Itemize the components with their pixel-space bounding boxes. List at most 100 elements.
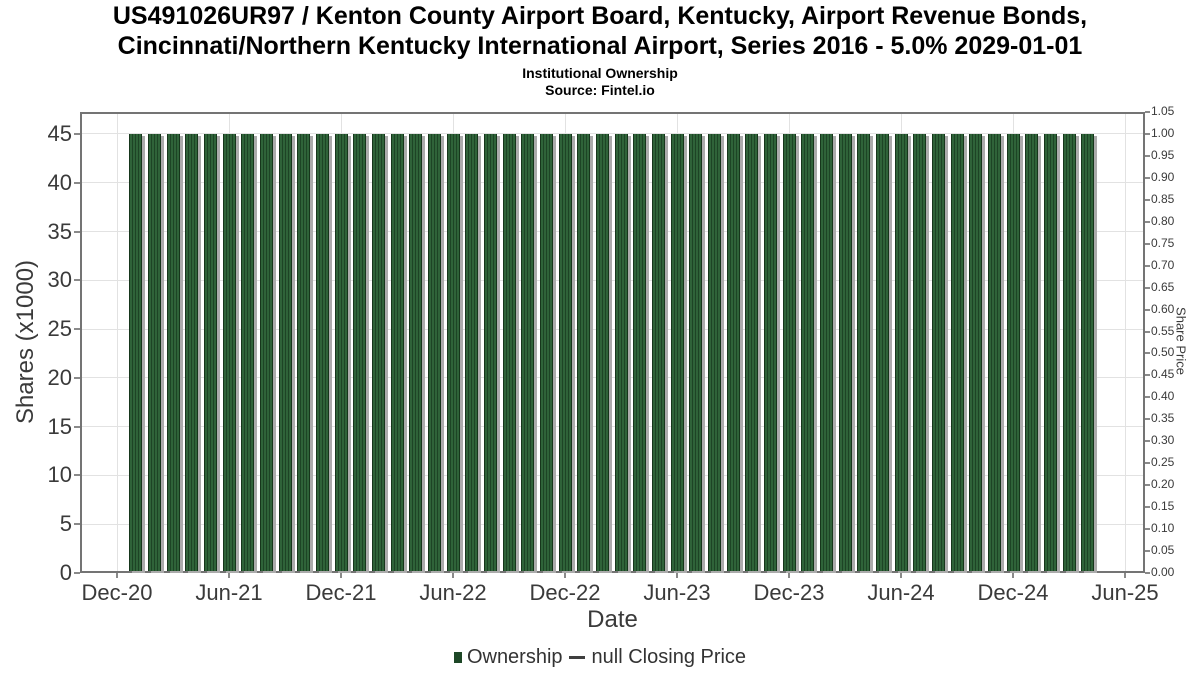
x-tick-label: Jun-21 — [195, 580, 263, 605]
y-left-tick-mark — [74, 230, 80, 233]
ownership-bar — [745, 133, 759, 571]
y-right-tick-label: 0.55 — [1151, 323, 1175, 338]
y-right-tick-label: 1.00 — [1151, 125, 1175, 140]
x-tick-mark — [1124, 573, 1127, 578]
ownership-bar — [670, 133, 684, 571]
y-left-tick-label: 20 — [47, 364, 72, 390]
x-tick-mark — [900, 573, 902, 578]
y-right-tick-label: 0.60 — [1151, 301, 1175, 316]
ownership-bar — [801, 133, 815, 571]
y-right-tick-mark — [1145, 308, 1150, 311]
y-right-tick-mark — [1145, 462, 1150, 465]
ownership-bar — [913, 133, 927, 571]
y-right-tick-label: 0.30 — [1151, 433, 1175, 448]
y-right-tick-label: 0.05 — [1151, 543, 1175, 558]
ownership-bar — [1025, 133, 1039, 571]
ownership-bar — [222, 133, 236, 571]
ownership-bar — [857, 133, 871, 571]
y-left-tick-mark — [74, 572, 80, 574]
h-gridline — [82, 231, 1143, 233]
legend-line-marker-icon — [568, 655, 585, 659]
y-right-tick-mark — [1145, 352, 1150, 355]
x-tick-label: Dec-24 — [977, 580, 1049, 605]
ownership-bar — [166, 133, 180, 571]
y-right-tick-label: 0.35 — [1151, 411, 1175, 426]
legend-ownership-swatch-icon — [453, 651, 462, 663]
ownership-bar — [539, 133, 553, 571]
y-left-tick-label: 45 — [47, 120, 72, 146]
y-right-tick-mark — [1145, 220, 1150, 223]
ownership-bar — [577, 133, 591, 571]
y-right-tick-label: 0.45 — [1151, 367, 1175, 382]
y-right-tick-mark — [1145, 111, 1150, 113]
y-left-tick-label: 10 — [47, 462, 72, 488]
y-right-tick-mark — [1145, 242, 1150, 245]
y-right-tick-label: 0.90 — [1151, 169, 1175, 184]
ownership-bar — [521, 133, 535, 571]
y-left-tick-label: 35 — [47, 218, 72, 244]
ownership-bar — [353, 133, 367, 571]
x-axis-title: Date — [587, 606, 638, 633]
ownership-bar — [502, 133, 516, 571]
x-tick-mark — [340, 573, 342, 578]
y-right-tick-label: 0.20 — [1151, 477, 1175, 492]
ownership-bar — [334, 133, 348, 571]
x-tick-label: Jun-24 — [867, 580, 935, 605]
y-right-tick-mark — [1145, 132, 1150, 135]
y-right-tick-label: 0.65 — [1151, 279, 1175, 294]
ownership-bar — [1043, 133, 1057, 571]
y-right-tick-mark — [1145, 528, 1150, 531]
legend-ownership-label: Ownership — [466, 645, 563, 668]
chart-title-line-1: US491026UR97 / Kenton County Airport Boa… — [112, 2, 1088, 30]
ownership-bar — [595, 133, 609, 571]
ownership-bar — [838, 133, 852, 571]
ownership-bar — [129, 133, 143, 571]
x-tick-label: Dec-20 — [81, 580, 153, 605]
y-right-tick-mark — [1145, 330, 1150, 333]
x-tick-label: Dec-21 — [305, 580, 377, 605]
y-right-tick-mark — [1145, 176, 1150, 179]
ownership-bar — [689, 133, 703, 571]
ownership-bar — [633, 133, 647, 571]
chart-title-line-2: Cincinnati/Northern Kentucky Internation… — [117, 32, 1083, 60]
x-tick-label: Jun-23 — [643, 580, 711, 605]
ownership-bar — [707, 133, 721, 571]
y-right-tick-label: 0.75 — [1151, 235, 1175, 250]
ownership-bar — [390, 133, 404, 571]
y-right-tick-label: 0.80 — [1151, 213, 1175, 228]
y-left-tick-mark — [74, 132, 80, 135]
y-left-tick-label: 0 — [59, 560, 72, 585]
x-tick-mark — [452, 573, 454, 578]
x-tick-label: Dec-23 — [753, 580, 825, 605]
h-gridline — [82, 474, 1143, 476]
y-left-tick-mark — [74, 181, 80, 184]
x-tick-mark — [788, 573, 790, 578]
x-tick-label: Dec-22 — [529, 580, 601, 605]
x-tick-mark — [228, 573, 230, 578]
ownership-bar — [465, 133, 479, 571]
ownership-bar — [241, 133, 255, 571]
ownership-bar — [427, 133, 441, 571]
ownership-bar — [931, 133, 945, 571]
h-gridline — [82, 279, 1143, 281]
ownership-bar — [315, 133, 329, 571]
y-right-tick-mark — [1145, 154, 1150, 157]
h-gridline — [82, 182, 1143, 184]
y-right-tick-mark — [1145, 396, 1150, 399]
v-gridline — [1124, 114, 1126, 571]
ownership-bar — [763, 133, 777, 571]
ownership-bar — [203, 133, 217, 571]
y-left-tick-label: 25 — [47, 316, 72, 342]
h-gridline — [82, 328, 1143, 330]
x-tick-label: Jun-25 — [1091, 580, 1159, 605]
ownership-bar — [651, 133, 665, 571]
y-right-tick-label: 0.25 — [1151, 455, 1175, 470]
y-right-tick-mark — [1145, 374, 1150, 377]
h-gridline — [82, 523, 1143, 525]
y-left-tick-mark — [74, 425, 80, 428]
ownership-bar — [1006, 133, 1020, 571]
y-right-tick-label: 0.50 — [1151, 345, 1175, 360]
ownership-bar — [185, 133, 199, 571]
y-right-tick-mark — [1145, 264, 1150, 267]
ownership-bar — [819, 133, 833, 571]
